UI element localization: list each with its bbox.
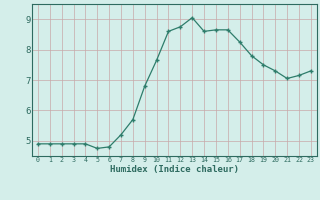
X-axis label: Humidex (Indice chaleur): Humidex (Indice chaleur) xyxy=(110,165,239,174)
